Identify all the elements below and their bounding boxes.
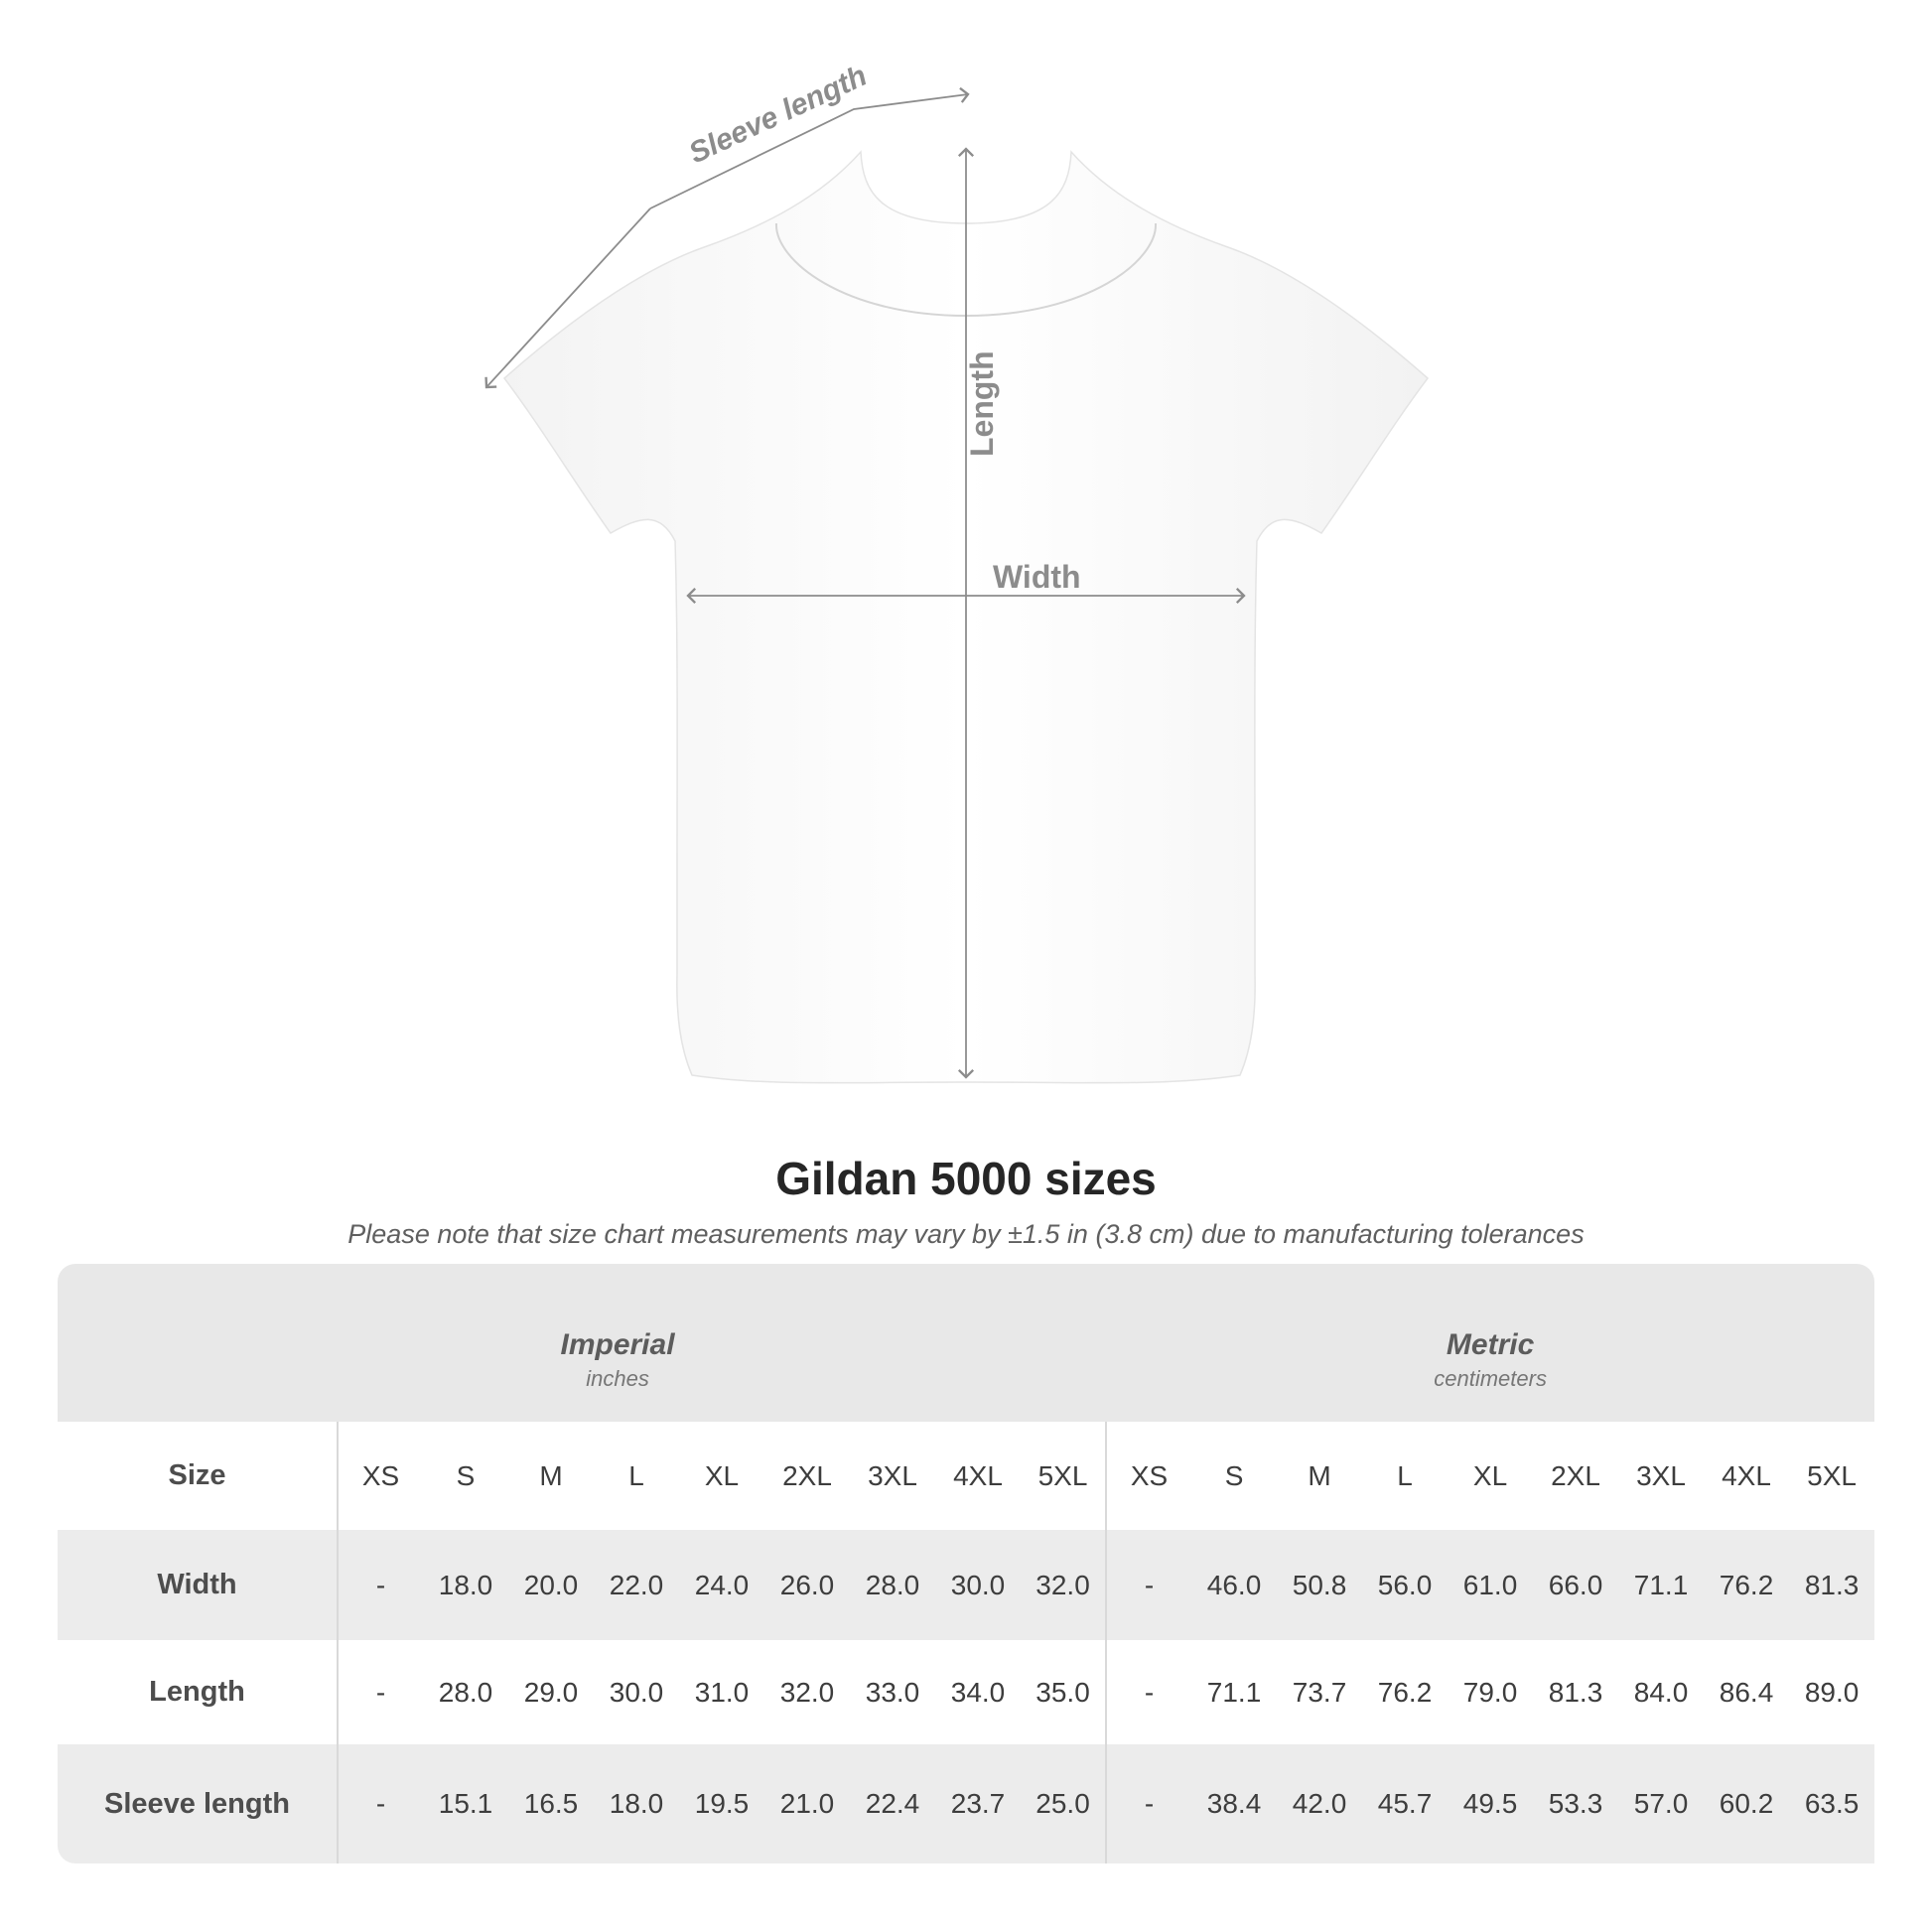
svg-text:Length: Length [964, 350, 1000, 457]
svg-text:Width: Width [993, 559, 1081, 595]
